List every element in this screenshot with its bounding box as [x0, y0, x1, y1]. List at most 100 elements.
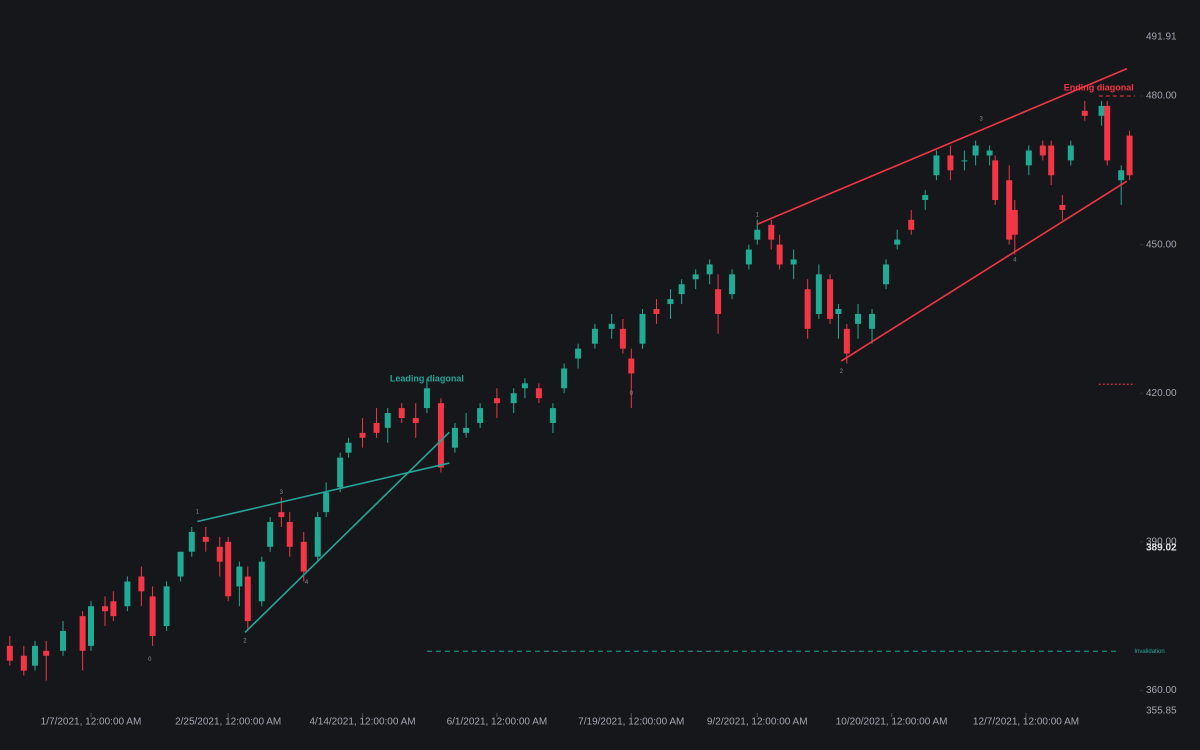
candle-body [88, 606, 94, 646]
candle-body [561, 368, 568, 389]
candle-body [1081, 110, 1088, 116]
candle-body [855, 313, 862, 324]
candle-body [790, 259, 797, 265]
candle-body [138, 576, 145, 592]
candle-body [437, 403, 444, 468]
candle-body [423, 388, 430, 409]
candle-body [1126, 135, 1133, 176]
candle-body [535, 388, 542, 399]
candle-body [1006, 180, 1013, 240]
candle-body [412, 417, 419, 423]
candle-body [149, 596, 156, 636]
wave-label: 3 [980, 116, 984, 122]
wave-label: 0 [630, 391, 634, 397]
trendline [840, 180, 1128, 362]
candle-body [286, 522, 293, 547]
wave-label: 2 [243, 638, 247, 644]
candle-body [384, 413, 391, 428]
x-tick-label: 1/7/2021, 12:00:00 AM [41, 717, 142, 728]
candle-body [278, 512, 285, 518]
candle-body [493, 398, 500, 404]
candle-body [549, 408, 556, 423]
candle-body [101, 606, 108, 612]
y-limit-label: 355.85 [1146, 706, 1177, 717]
candle-body [591, 328, 598, 344]
candle-body [628, 358, 635, 374]
level-label: Invalidation [1134, 649, 1164, 655]
candle-body [678, 284, 685, 295]
x-tick-label: 10/20/2021, 12:00:00 AM [836, 717, 948, 728]
x-tick-label: 4/14/2021, 12:00:00 AM [309, 717, 415, 728]
candle-body [961, 160, 968, 162]
candle-body [345, 442, 352, 453]
candle-body [337, 457, 344, 488]
candle-body [992, 160, 999, 201]
candle-body [745, 249, 752, 265]
x-tick-label: 6/1/2021, 12:00:00 AM [447, 717, 548, 728]
candle-body [827, 279, 834, 319]
candle-body [894, 239, 901, 245]
candle-body [908, 219, 915, 230]
y-tick-label: 420.00 [1146, 388, 1177, 399]
candle-body [768, 224, 775, 240]
candle-body [1059, 204, 1066, 210]
candle-body [225, 541, 232, 597]
candle-body [373, 422, 380, 433]
y-tick-label: 480.00 [1146, 91, 1177, 102]
wave-label: 1 [196, 510, 200, 516]
candle-body [359, 432, 366, 438]
levels [426, 95, 1136, 652]
candle-body [6, 645, 13, 661]
candle-body [477, 408, 484, 423]
wave-label: 3 [280, 490, 284, 496]
candle-body [1067, 145, 1074, 161]
candle-body [20, 655, 27, 671]
pattern-label: Leading diagonal [390, 374, 464, 384]
axes: 491.91 355.85 360.00 390.00 420.00 450.00 480.… [41, 32, 1177, 728]
pattern-label: Ending diagonal [1064, 82, 1134, 92]
x-tick-label: 7/19/2021, 12:00:00 AM [578, 717, 684, 728]
x-tick-label: 12/7/2021, 12:00:00 AM [973, 717, 1079, 728]
candle-body [32, 645, 39, 666]
candle-body [1048, 145, 1055, 176]
wave-label: 1 [756, 212, 760, 218]
candle-body [1118, 170, 1125, 181]
candle-body [972, 145, 979, 156]
candle-body [706, 264, 713, 275]
trendline [244, 431, 450, 634]
candle-body [986, 150, 993, 156]
candle-body [843, 328, 850, 354]
candle-body [754, 229, 761, 240]
candle-body [667, 299, 674, 305]
candle-body [43, 650, 50, 656]
candle-body [236, 566, 243, 587]
wave-label: 2 [840, 369, 844, 375]
candle-body [60, 630, 67, 651]
y-tick-label: 390.00 [1146, 536, 1177, 547]
candle-body [653, 309, 660, 314]
candle-body [398, 408, 405, 418]
candle-body [258, 561, 265, 602]
candle-body [244, 576, 251, 622]
candle-body [1104, 105, 1111, 161]
trendline [756, 68, 1128, 226]
candle-body [510, 393, 517, 404]
candle-body [692, 274, 699, 280]
candle-body [79, 616, 86, 651]
candle-body [639, 313, 646, 344]
candle-body [1025, 150, 1032, 166]
candle-body [835, 309, 842, 314]
candle-body [619, 328, 626, 349]
candle-body [1011, 209, 1018, 235]
candle-body [883, 264, 890, 285]
candle-body [715, 289, 722, 314]
candle-body [110, 601, 117, 617]
candle-body [1039, 145, 1046, 156]
candle-body [463, 427, 470, 433]
wave-label: 4 [1013, 258, 1017, 264]
candle-body [776, 244, 783, 265]
candle-body [124, 581, 131, 607]
candle-body [869, 313, 876, 329]
candle-body [608, 323, 615, 329]
